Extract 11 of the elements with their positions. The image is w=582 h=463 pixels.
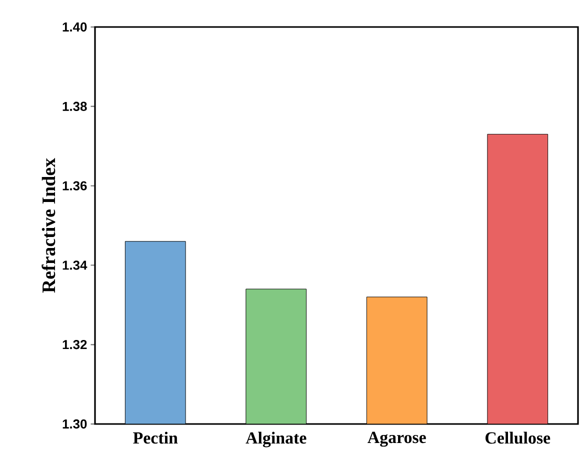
x-tick-label: Agarose — [368, 432, 426, 447]
x-tick-label: Cellulose — [486, 432, 550, 444]
y-axis-title: Refractive Index — [42, 158, 56, 293]
y-tick-label: 1.38 — [62, 102, 87, 111]
x-tick-label: Pectin — [133, 432, 178, 444]
y-tick-label: 1.36 — [62, 181, 87, 190]
x-tick-label: Alginate — [246, 432, 306, 448]
y-tick-label: 1.40 — [62, 22, 87, 32]
y-tick-label: 1.30 — [62, 419, 87, 429]
y-tick-label: 1.32 — [62, 340, 87, 350]
y-tick-label: 1.34 — [62, 260, 88, 270]
